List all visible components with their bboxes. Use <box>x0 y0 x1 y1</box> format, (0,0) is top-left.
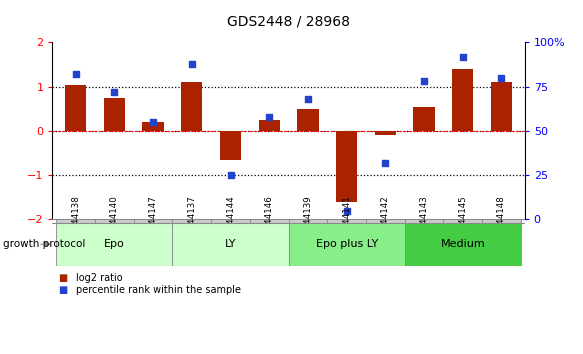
Bar <box>57 219 95 223</box>
Point <box>71 72 80 77</box>
Bar <box>452 69 473 131</box>
Text: GSM144139: GSM144139 <box>303 195 312 247</box>
Bar <box>173 219 211 223</box>
Bar <box>405 219 444 223</box>
Bar <box>181 82 202 131</box>
Text: GSM144140: GSM144140 <box>110 195 119 248</box>
Text: ■: ■ <box>58 273 68 283</box>
Bar <box>57 223 173 266</box>
Bar <box>259 120 280 131</box>
Text: log2 ratio: log2 ratio <box>76 273 122 283</box>
Text: GSM144148: GSM144148 <box>497 195 506 248</box>
Bar <box>220 131 241 160</box>
Bar <box>250 219 289 223</box>
Point <box>149 119 158 125</box>
Point <box>458 54 468 59</box>
Bar <box>211 219 250 223</box>
Bar <box>491 82 512 131</box>
Bar <box>336 131 357 202</box>
Bar <box>375 131 396 136</box>
Text: GSM144145: GSM144145 <box>458 195 467 248</box>
Text: GSM144138: GSM144138 <box>71 195 80 248</box>
Point <box>110 89 119 95</box>
Text: percentile rank within the sample: percentile rank within the sample <box>76 285 241 295</box>
Bar <box>65 85 86 131</box>
Point <box>226 172 235 178</box>
Text: GSM144147: GSM144147 <box>149 195 157 248</box>
Text: GSM144146: GSM144146 <box>265 195 274 248</box>
Text: GDS2448 / 28968: GDS2448 / 28968 <box>227 14 350 28</box>
Point <box>381 160 390 166</box>
Bar <box>482 219 521 223</box>
Text: GSM144137: GSM144137 <box>187 195 196 248</box>
Text: Epo: Epo <box>104 239 125 249</box>
Point <box>187 61 196 67</box>
Text: LY: LY <box>225 239 236 249</box>
Bar <box>173 223 289 266</box>
Text: Epo plus LY: Epo plus LY <box>315 239 378 249</box>
Text: GSM144141: GSM144141 <box>342 195 351 248</box>
Bar <box>444 219 482 223</box>
Bar <box>297 109 318 131</box>
Point <box>497 75 506 81</box>
Text: Medium: Medium <box>440 239 485 249</box>
Point <box>342 208 352 213</box>
Bar <box>134 219 173 223</box>
Text: GSM144144: GSM144144 <box>226 195 235 248</box>
Bar <box>405 223 521 266</box>
Bar <box>413 107 435 131</box>
Text: ■: ■ <box>58 285 68 295</box>
Text: growth protocol: growth protocol <box>3 239 85 249</box>
Point <box>303 96 312 102</box>
Bar <box>366 219 405 223</box>
Bar <box>142 122 164 131</box>
Bar <box>327 219 366 223</box>
Bar <box>95 219 134 223</box>
Point <box>419 79 429 84</box>
Text: GSM144142: GSM144142 <box>381 195 390 248</box>
Bar <box>104 98 125 131</box>
Point <box>265 114 274 120</box>
Bar <box>289 219 327 223</box>
Bar <box>289 223 405 266</box>
Text: GSM144143: GSM144143 <box>420 195 429 248</box>
